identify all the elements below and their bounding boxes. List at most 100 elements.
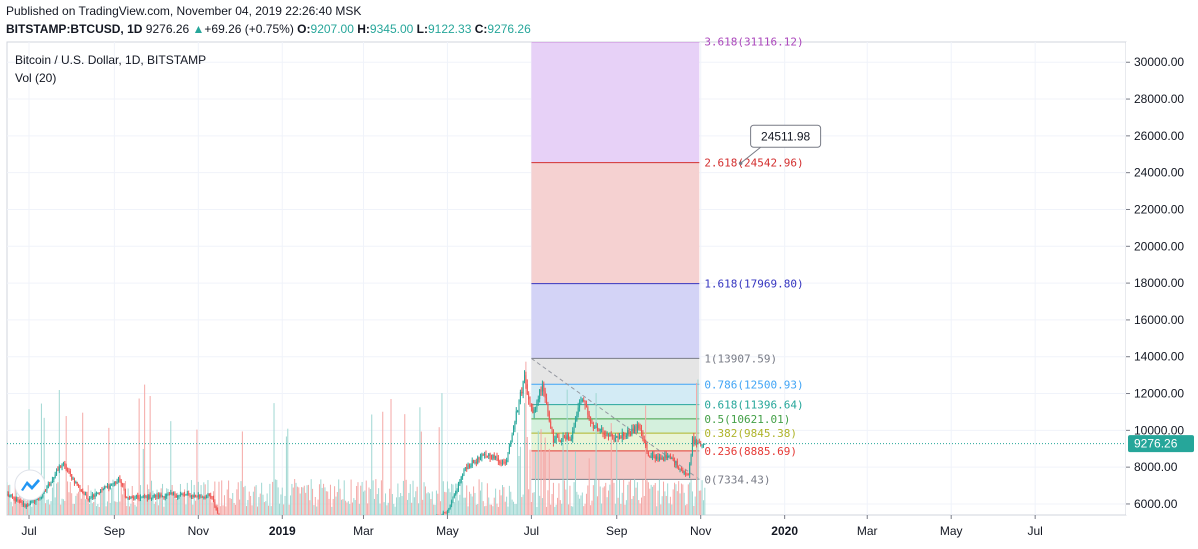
candle-body (309, 546, 310, 547)
volume-bar (266, 493, 268, 515)
candle-body (577, 407, 579, 415)
candle-body (319, 546, 320, 547)
candle-body (570, 438, 572, 441)
candle-body (91, 494, 93, 498)
candle-body (101, 489, 103, 491)
candle-body (690, 455, 692, 464)
volume-bar (80, 498, 82, 515)
volume-bar (108, 427, 110, 515)
volume-bar (111, 488, 113, 515)
volume-bar (36, 488, 38, 515)
volume-bar (317, 499, 319, 515)
volume-bar (261, 482, 263, 515)
volume-bar (656, 506, 658, 515)
volume-bar (580, 495, 582, 515)
candle-body (240, 540, 241, 541)
candle-body (694, 439, 696, 444)
candle-body (214, 501, 216, 508)
volume-bar (210, 495, 212, 515)
candle-body (17, 498, 19, 501)
candle-body (594, 427, 596, 429)
volume-bar (67, 481, 69, 515)
volume-bar (93, 501, 95, 515)
candle-body (51, 479, 53, 483)
volume-bar (411, 502, 413, 515)
volume-bar (424, 486, 426, 515)
candle-body (10, 494, 12, 496)
time-axis[interactable]: Jul Sep Nov 2019 Mar May Jul Sep Nov 2020 Mar May Ju… (21, 515, 1043, 538)
volume-bar (196, 429, 198, 515)
volume-bar (320, 479, 322, 515)
fib-level-label: 0.236(8885.69) (704, 445, 797, 458)
fib-extension[interactable] (531, 42, 700, 480)
volume-bar (570, 506, 572, 515)
volume-bar (389, 488, 391, 515)
volume-bar (671, 504, 673, 515)
volume-bar (115, 501, 117, 515)
volume-bar (254, 486, 256, 515)
volume-bar (7, 485, 9, 515)
candle-body (27, 504, 29, 506)
tradingview-logo[interactable] (14, 469, 46, 501)
candle-body (18, 500, 20, 502)
volume-bar (309, 500, 311, 515)
candle-body (294, 544, 295, 545)
volume-bar (563, 480, 565, 515)
volume-bar (419, 407, 421, 515)
volume-bar (50, 501, 52, 515)
candle-body (47, 483, 49, 489)
candle-body (614, 437, 616, 442)
candle-body (40, 497, 42, 499)
volume-bar (442, 481, 444, 515)
candle-body (229, 534, 230, 535)
candle-body (86, 494, 88, 499)
candle-body (245, 543, 246, 544)
candle-body (449, 505, 451, 509)
candle-body (568, 434, 570, 440)
volume-bar (412, 480, 414, 515)
volume-bar (56, 483, 58, 515)
candle-body (316, 545, 317, 546)
candle-body (576, 414, 578, 421)
volume-bar (303, 485, 305, 515)
candle-body (352, 545, 353, 546)
candle-body (329, 547, 330, 548)
candle-body (95, 494, 97, 496)
candle-body (525, 375, 527, 385)
volume-bar (429, 493, 431, 515)
price-callout[interactable]: 24511.98 (738, 124, 822, 166)
candle-body (104, 486, 106, 490)
candle-body (395, 536, 396, 538)
volume-bar (95, 506, 97, 515)
volume-bar (405, 479, 407, 515)
volume-bar (58, 390, 60, 515)
candle-body (149, 494, 151, 499)
candle-body (210, 495, 212, 497)
candle-body (286, 547, 287, 548)
volume-bar (416, 486, 418, 515)
open-label: O: (297, 22, 311, 36)
candle-body (515, 411, 517, 422)
volume-bar (12, 506, 14, 515)
candle-body (385, 541, 386, 543)
candle-body (500, 462, 502, 464)
candle-body (355, 545, 356, 547)
volume-bar (525, 361, 527, 515)
volume-bar (229, 497, 231, 515)
candle-body (388, 541, 389, 542)
candle-body (189, 494, 191, 498)
callout-box[interactable] (750, 124, 822, 148)
candle-body (119, 478, 121, 482)
volume-bar (547, 490, 549, 515)
volume-bar (448, 488, 450, 515)
candle-body (73, 478, 75, 484)
candle-body (621, 432, 623, 439)
volume-bar (138, 398, 140, 515)
volume-bar (598, 479, 600, 515)
volume-bar (72, 503, 74, 515)
candle-body (186, 493, 188, 495)
volume-bar (105, 506, 107, 515)
candle-body (422, 519, 423, 520)
volume-bar (302, 487, 304, 515)
